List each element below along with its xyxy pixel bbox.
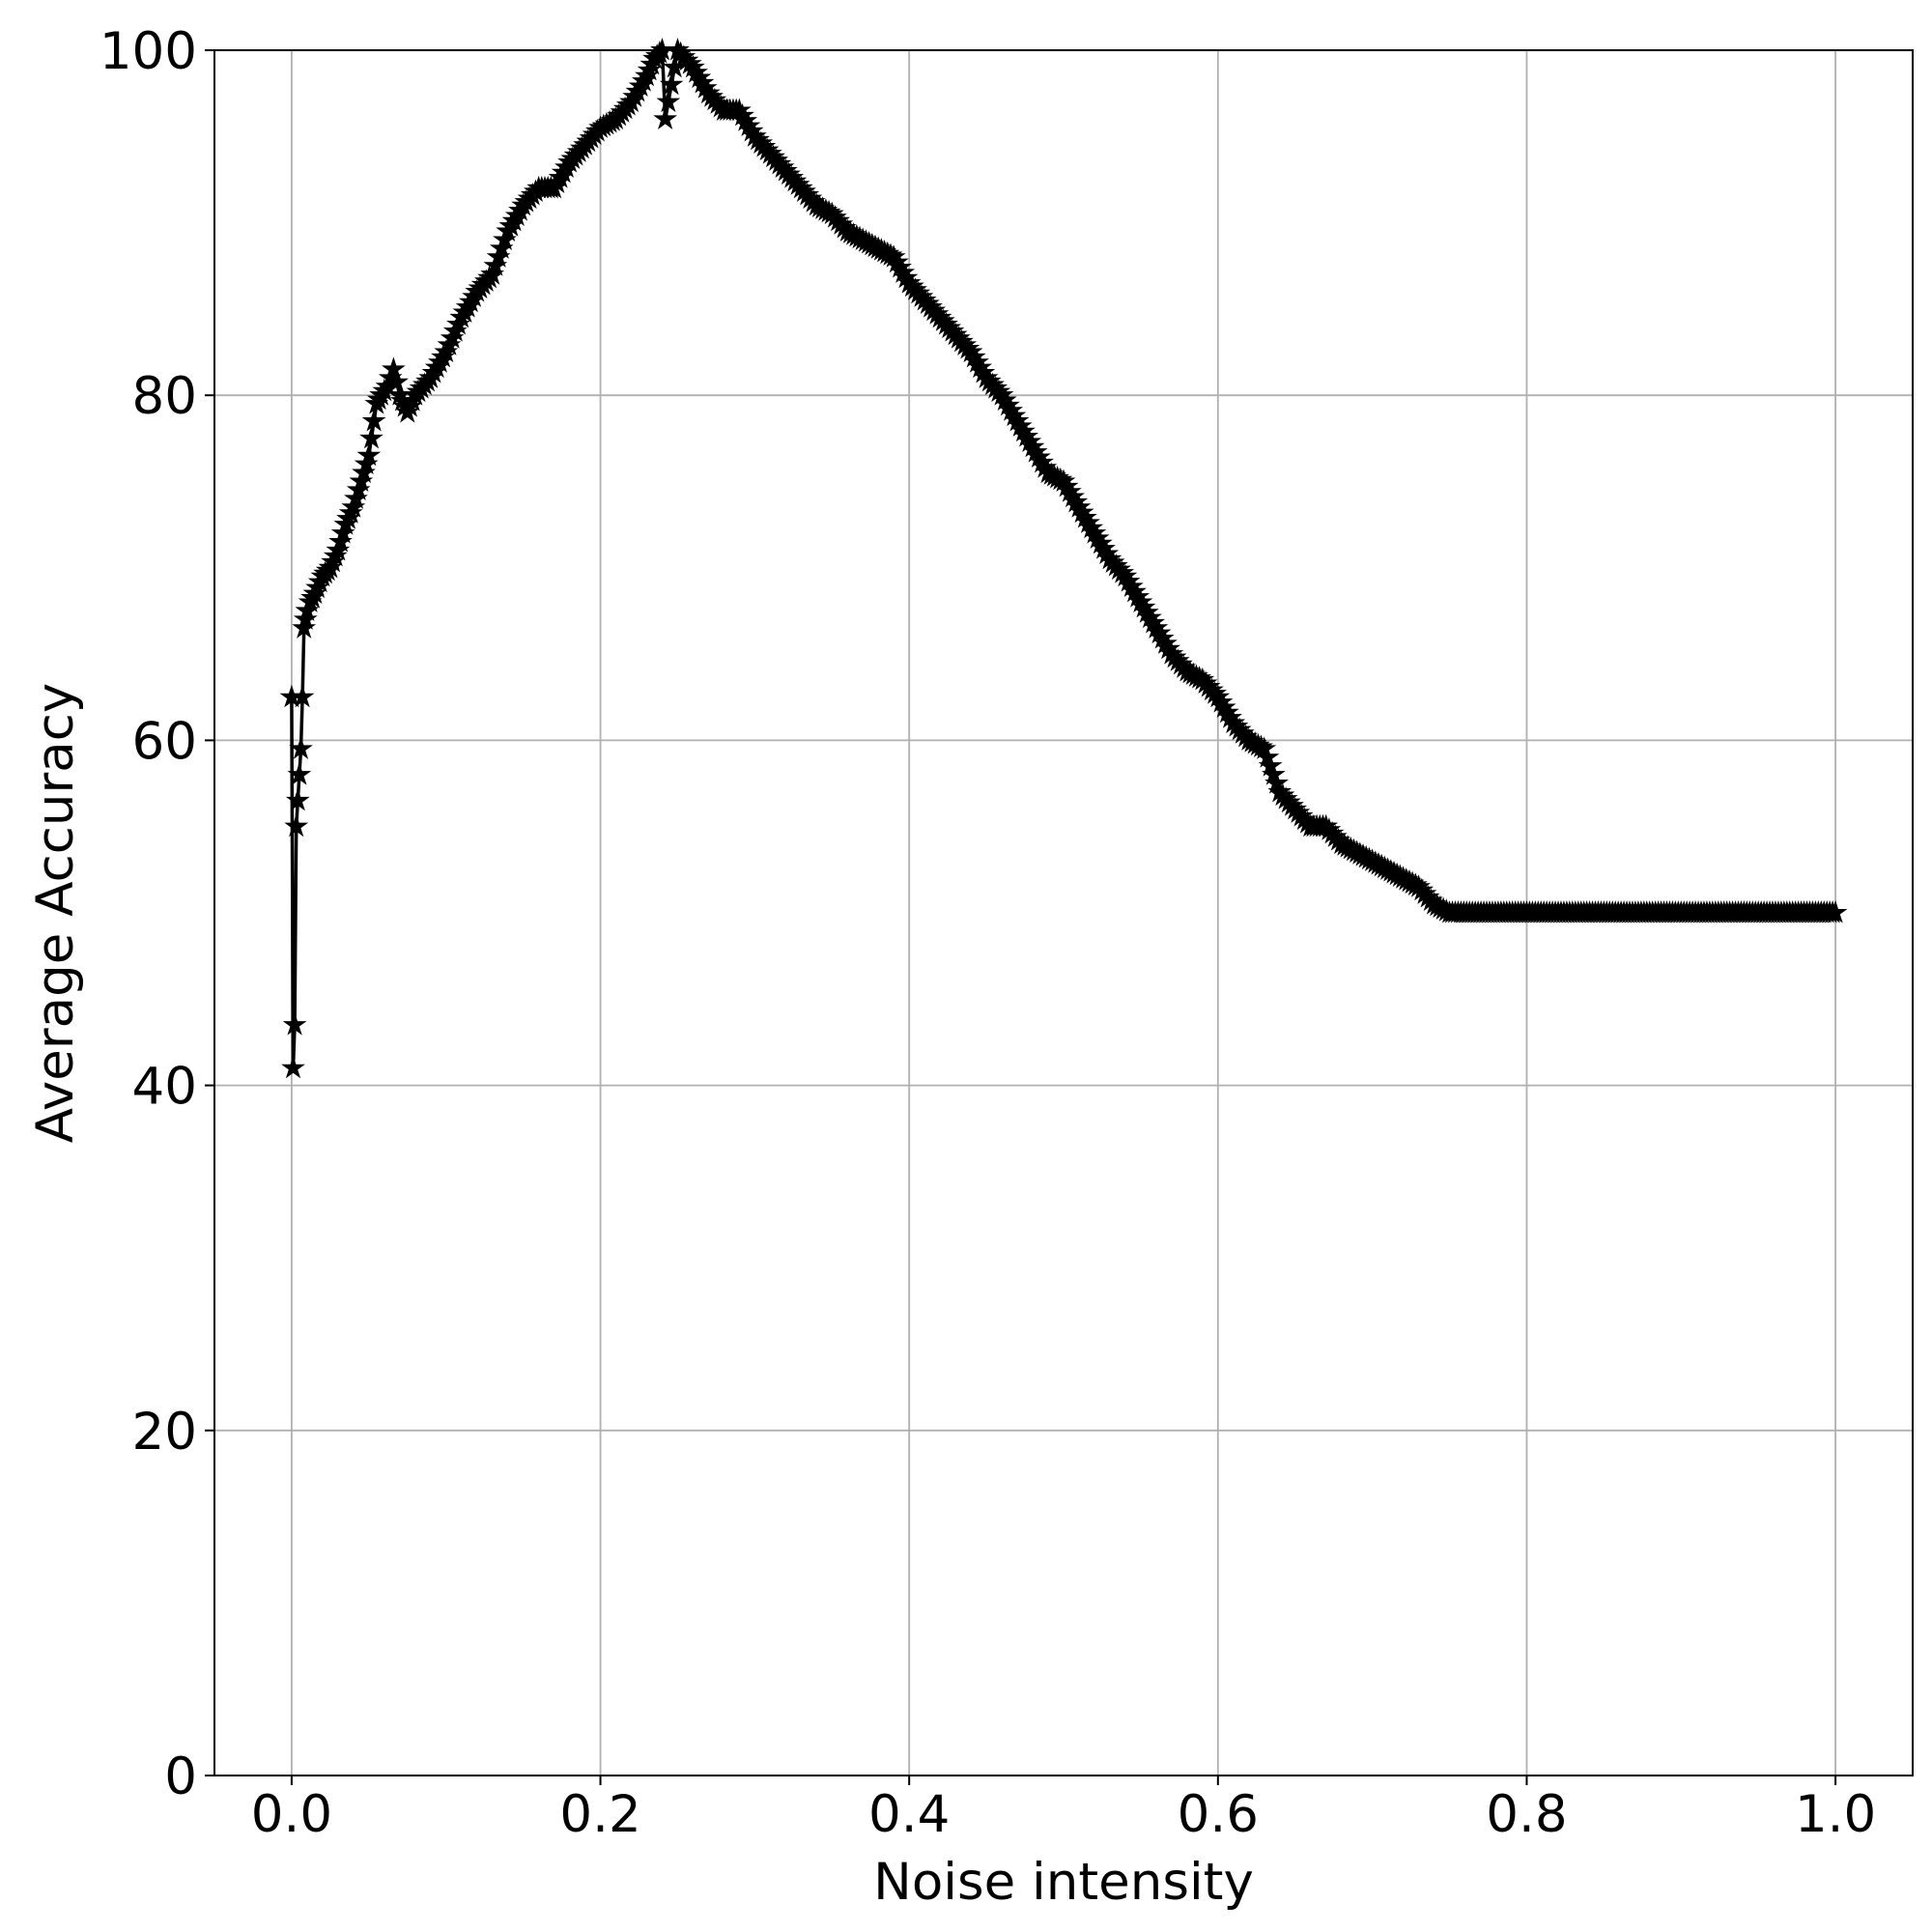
x-tick-label: 0.4 — [868, 1785, 950, 1844]
y-tick-label: 80 — [132, 367, 197, 426]
series-group — [279, 38, 1848, 1079]
x-tick-label: 0.2 — [559, 1785, 640, 1844]
x-tick-label: 0.0 — [251, 1785, 332, 1844]
y-tick-label: 20 — [132, 1403, 197, 1462]
y-tick-label: 100 — [99, 22, 197, 81]
plot-frame — [213, 49, 1914, 1776]
y-tick-label: 40 — [132, 1058, 197, 1117]
y-tick-label: 0 — [164, 1747, 197, 1806]
x-axis: 0.0 0.2 0.4 0.6 0.8 1.0 — [251, 1776, 1876, 1844]
y-axis: 0 20 40 60 80 100 — [99, 22, 214, 1806]
x-tick-label: 1.0 — [1795, 1785, 1876, 1844]
y-tick-label: 60 — [132, 712, 197, 771]
x-tick-label: 0.6 — [1178, 1785, 1259, 1844]
x-axis-label: Noise intensity — [873, 1853, 1254, 1912]
x-tick-label: 0.8 — [1486, 1785, 1567, 1844]
y-axis-label: Average Accuracy — [26, 683, 85, 1143]
